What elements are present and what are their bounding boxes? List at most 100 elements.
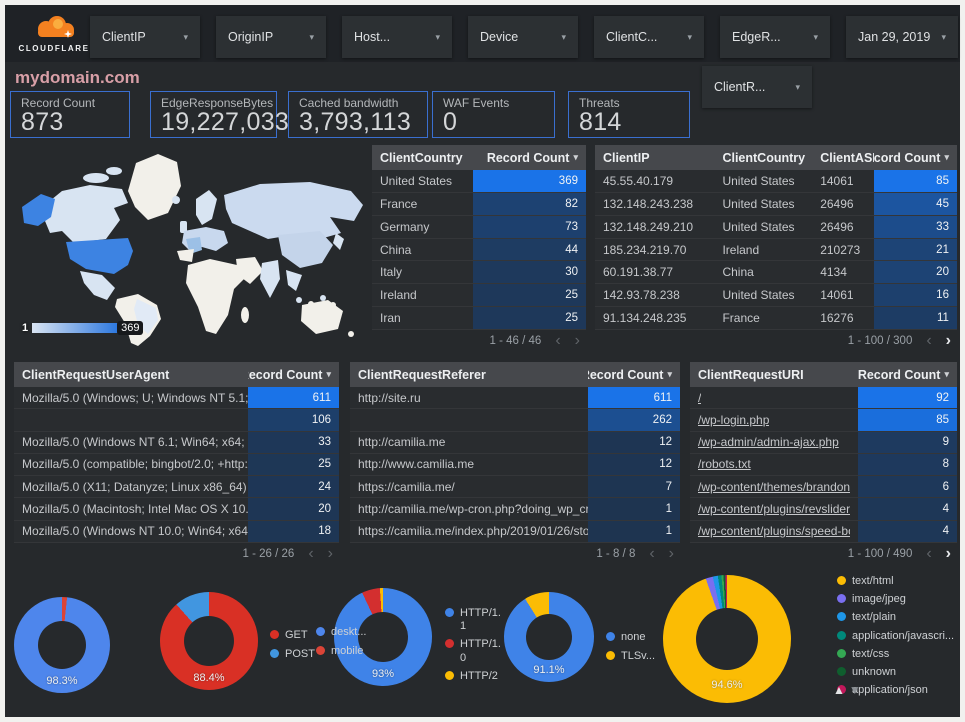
legend-item[interactable]: HTTP/2: [445, 670, 506, 683]
table-row[interactable]: Italy 30: [372, 261, 586, 285]
table-row[interactable]: Mozilla/5.0 (Macintosh; Intel Mac OS X 1…: [14, 498, 339, 521]
legend-item[interactable]: TLSv...: [606, 650, 655, 663]
table-row[interactable]: http://site.ru 611: [350, 387, 680, 410]
column-header[interactable]: Record Count▾: [486, 150, 578, 165]
table-row[interactable]: 142.93.78.238 United States 14061 16: [595, 284, 957, 308]
table-row[interactable]: Mozilla/5.0 (Windows; U; Windows NT 5.1;…: [14, 387, 339, 410]
legend-item[interactable]: HTTP/1.0: [445, 638, 506, 664]
table-row[interactable]: 132.148.249.210 United States 26496 33: [595, 215, 957, 239]
pagination-next-icon[interactable]: ›: [945, 544, 951, 562]
legend-item[interactable]: deskt...: [316, 626, 366, 639]
table-row[interactable]: http://camilia.me/wp-cron.php?doing_wp_c…: [350, 498, 680, 521]
column-header[interactable]: ClientCountry: [722, 150, 806, 165]
table-row[interactable]: 132.148.243.238 United States 26496 45: [595, 192, 957, 216]
legend-item[interactable]: mobile: [316, 645, 366, 658]
table-row[interactable]: https://camilia.me/7: [350, 476, 680, 499]
pagination-prev-icon[interactable]: ‹: [308, 544, 314, 562]
filter-chip-edger[interactable]: EdgeR... ▾: [720, 16, 830, 58]
pagination-next-icon[interactable]: ›: [668, 544, 674, 562]
table-row[interactable]: 91.134.248.235 France 16276 11: [595, 307, 957, 331]
table-row[interactable]: Ireland 25: [372, 284, 586, 308]
legend-item[interactable]: HTTP/1.1: [445, 607, 506, 633]
column-header[interactable]: ClientRequestURI: [698, 367, 804, 382]
uri-link[interactable]: /wp-content/plugins/revslider/rs-p...: [698, 502, 851, 517]
table-row[interactable]: https://camilia.me/index.php/2019/01/26/…: [350, 520, 680, 543]
donut-device-type[interactable]: 98.3%: [14, 597, 110, 693]
record-count-cell: 1: [587, 520, 680, 542]
donut-percent-label: 98.3%: [46, 675, 78, 687]
column-header[interactable]: Record Count▾: [858, 367, 949, 382]
table-row[interactable]: Iran 25: [372, 307, 586, 331]
cloudflare-cloud-icon: [38, 15, 74, 38]
pagination-prev-icon[interactable]: ‹: [926, 544, 932, 562]
filter-chip-clientr[interactable]: ClientR... ▾: [702, 66, 812, 108]
column-header[interactable]: ClientIP: [603, 150, 650, 165]
column-header[interactable]: ClientASN: [820, 150, 874, 165]
table-row[interactable]: 60.191.38.77 China 4134 20: [595, 261, 957, 285]
table-row[interactable]: China 44: [372, 238, 586, 262]
column-header[interactable]: ClientRequestReferer: [358, 367, 486, 382]
pagination-next-icon[interactable]: ›: [574, 331, 580, 349]
filter-chip-device[interactable]: Device ▾: [468, 16, 578, 58]
pagination-next-icon[interactable]: ›: [327, 544, 333, 562]
uri-link[interactable]: /wp-content/themes/brandon/plu...: [698, 479, 851, 494]
column-header[interactable]: Record Count▾: [873, 150, 949, 165]
legend-item[interactable]: application/javascri...: [837, 630, 954, 643]
table-row[interactable]: Mozilla/5.0 (Windows NT 6.1; Win64; x64;…: [14, 431, 339, 454]
filter-chip-originip[interactable]: OriginIP ▾: [216, 16, 326, 58]
pagination-prev-icon[interactable]: ‹: [555, 331, 561, 349]
legend-item[interactable]: text/html: [837, 575, 954, 588]
table-row[interactable]: /wp-admin/admin-ajax.php 9: [690, 431, 957, 454]
column-header[interactable]: Record Count▾: [248, 367, 331, 382]
table-row[interactable]: http://www.camilia.me 12: [350, 453, 680, 477]
filter-chip-clientip[interactable]: ClientIP ▾: [90, 16, 200, 58]
table-row[interactable]: /wp-login.php 85: [690, 409, 957, 432]
legend-item[interactable]: unknown: [837, 666, 954, 679]
pagination-prev-icon[interactable]: ‹: [649, 544, 655, 562]
date-filter-chip[interactable]: Jan 29, 2019 ▾: [846, 16, 958, 58]
uri-link[interactable]: /robots.txt: [698, 457, 751, 472]
legend-item[interactable]: text/css: [837, 648, 954, 661]
sort-up-icon[interactable]: ▲: [833, 683, 845, 697]
uri-link[interactable]: /wp-admin/admin-ajax.php: [698, 435, 839, 450]
table-row[interactable]: / 92: [690, 387, 957, 410]
column-header[interactable]: ClientCountry: [380, 150, 463, 165]
legend-item[interactable]: image/jpeg: [837, 593, 954, 606]
donut-tls-version[interactable]: 91.1%: [504, 592, 594, 682]
table-row[interactable]: United States 369: [372, 170, 586, 193]
donut-percent-label: 91.1%: [533, 664, 565, 676]
column-header[interactable]: ClientRequestUserAgent: [22, 367, 170, 382]
uri-link[interactable]: /: [698, 390, 702, 405]
legend-item[interactable]: GET: [270, 629, 315, 642]
table-row[interactable]: 45.55.40.179 United States 14061 85: [595, 170, 957, 193]
uri-link[interactable]: /wp-content/plugins/speed-booste...: [698, 524, 850, 539]
legend-item[interactable]: none: [606, 631, 655, 644]
table-row[interactable]: Mozilla/5.0 (Windows NT 10.0; Win64; x64…: [14, 520, 339, 543]
uri-link[interactable]: /wp-login.php: [698, 412, 770, 427]
table-row[interactable]: Germany 73: [372, 215, 586, 239]
legend-item[interactable]: POST: [270, 648, 315, 661]
legend-item[interactable]: application/json: [837, 684, 954, 697]
donut-content-type[interactable]: 94.6%: [663, 575, 791, 703]
legend-item[interactable]: text/plain: [837, 611, 954, 624]
column-header[interactable]: Record Count▾: [587, 367, 672, 382]
table-row[interactable]: 262: [350, 409, 680, 432]
filter-chip-clientc[interactable]: ClientC... ▾: [594, 16, 704, 58]
filter-chip-host[interactable]: Host... ▾: [342, 16, 452, 58]
table-row[interactable]: /wp-content/themes/brandon/plu... 6: [690, 476, 957, 499]
table-row[interactable]: http://camilia.me 12: [350, 431, 680, 454]
donut-http-protocol[interactable]: 93%: [334, 588, 432, 686]
sort-down-icon[interactable]: ▼: [848, 683, 861, 697]
table-row[interactable]: France 82: [372, 192, 586, 216]
table-row[interactable]: /wp-content/plugins/revslider/rs-p... 4: [690, 498, 957, 521]
pagination-prev-icon[interactable]: ‹: [926, 331, 932, 349]
table-row[interactable]: Mozilla/5.0 (X11; Datanyze; Linux x86_64…: [14, 476, 339, 499]
table-row[interactable]: /wp-content/plugins/speed-booste... 4: [690, 520, 957, 543]
table-row[interactable]: /robots.txt 8: [690, 453, 957, 477]
geo-map-chart[interactable]: 1 369: [10, 147, 370, 349]
pagination-next-icon[interactable]: ›: [945, 331, 951, 349]
table-row[interactable]: 106: [14, 409, 339, 432]
table-row[interactable]: Mozilla/5.0 (compatible; bingbot/2.0; +h…: [14, 453, 339, 477]
table-row[interactable]: 185.234.219.70 Ireland 210273 21: [595, 238, 957, 262]
donut-request-method[interactable]: 88.4%: [160, 592, 258, 690]
